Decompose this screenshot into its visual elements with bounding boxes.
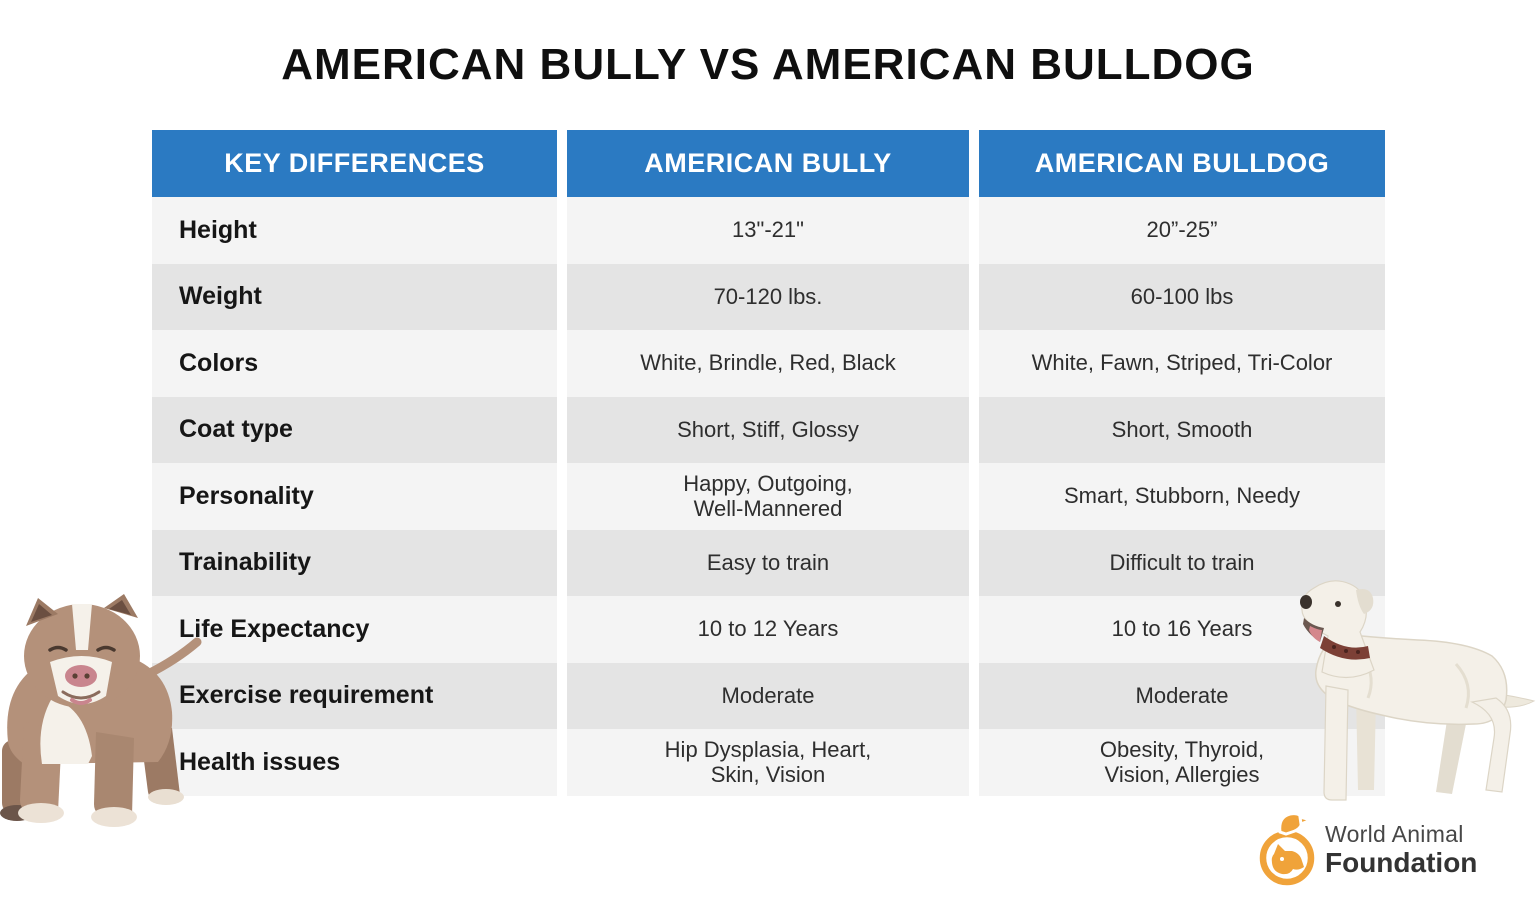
bully-trainability: Easy to train [567,529,969,596]
bully-personality: Happy, Outgoing, Well-Mannered [567,463,969,530]
bulldog-coat-type: Short, Smooth [979,396,1385,463]
column-key-differences: KEY DIFFERENCES Height Weight Colors Coa… [152,130,557,796]
bulldog-personality: Smart, Stubborn, Needy [979,463,1385,530]
american-bully-image [0,594,202,827]
row-label-trainability: Trainability [152,529,557,596]
row-label-height: Height [152,197,557,264]
bulldog-trainability: Difficult to train [979,529,1385,596]
world-animal-foundation-logo: World Animal Foundation [1258,810,1477,888]
logo-org-name-line1: World Animal [1325,821,1464,848]
row-label-coat-type: Coat type [152,396,557,463]
world-animal-foundation-dog-bird-icon [1259,812,1316,886]
row-label-exercise-requirement: Exercise requirement [152,662,557,729]
column-header-american-bully: AMERICAN BULLY [567,130,969,197]
bulldog-weight: 60-100 lbs [979,263,1385,330]
row-label-personality: Personality [152,463,557,530]
row-label-weight: Weight [152,263,557,330]
bully-weight: 70-120 lbs. [567,263,969,330]
row-label-colors: Colors [152,330,557,397]
logo-org-name-line2: Foundation [1325,846,1478,878]
column-american-bully: AMERICAN BULLY 13"-21" 70-120 lbs. White… [567,130,969,796]
bully-colors: White, Brindle, Red, Black [567,330,969,397]
american-bulldog-image [1300,580,1536,801]
comparison-table: KEY DIFFERENCES Height Weight Colors Coa… [152,130,1385,796]
bully-coat-type: Short, Stiff, Glossy [567,396,969,463]
bulldog-height: 20”-25” [979,197,1385,264]
bulldog-colors: White, Fawn, Striped, Tri-Color [979,330,1385,397]
row-label-health-issues: Health issues [152,729,557,796]
bully-exercise-requirement: Moderate [567,662,969,729]
column-header-american-bulldog: AMERICAN BULLDOG [979,130,1385,197]
bully-life-expectancy: 10 to 12 Years [567,596,969,663]
bulldog-health-issues: Obesity, Thyroid, Vision, Allergies [979,729,1385,796]
column-header-key-differences: KEY DIFFERENCES [152,130,557,197]
logo-text: World Animal Foundation [1325,821,1477,877]
page-title: AMERICAN BULLY VS AMERICAN BULLDOG [281,40,1255,89]
bully-height: 13"-21" [567,197,969,264]
bully-health-issues: Hip Dysplasia, Heart, Skin, Vision [567,729,969,796]
row-label-life-expectancy: Life Expectancy [152,596,557,663]
